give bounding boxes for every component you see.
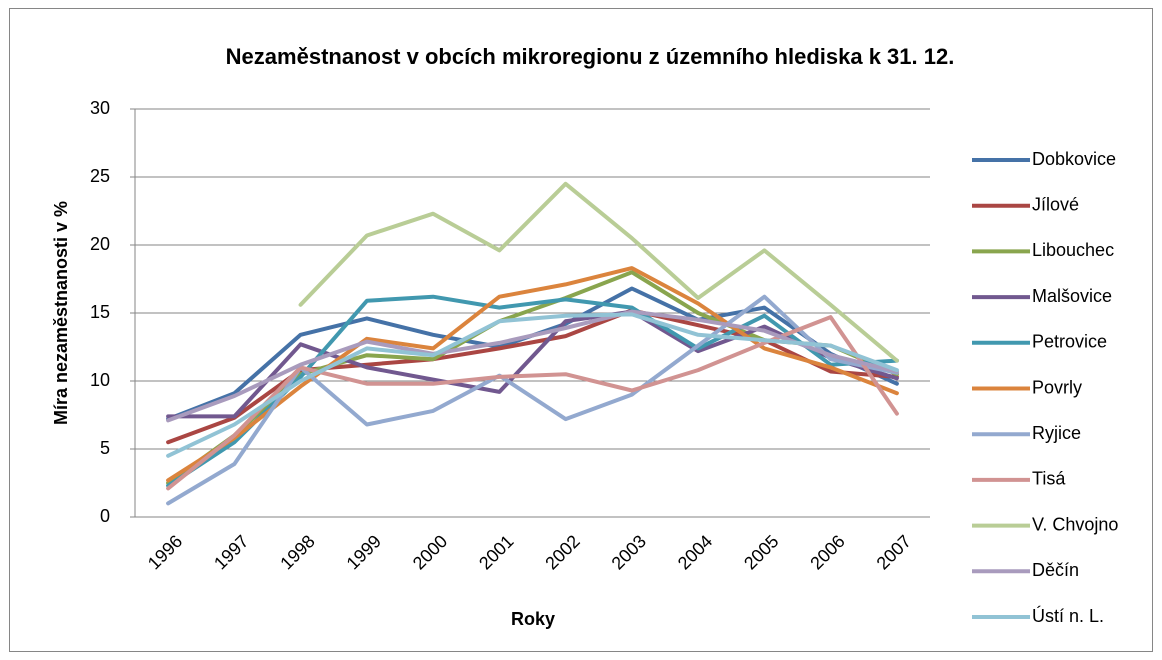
- series-line: [298, 181, 899, 363]
- legend-label: Dobkovice: [1032, 149, 1116, 169]
- legend-label: Libouchec: [1032, 240, 1114, 260]
- y-axis-label: Míra nezaměstnanosti v %: [51, 201, 71, 425]
- legend-label: Ryjice: [1032, 423, 1081, 443]
- y-tick-label: 25: [90, 166, 110, 186]
- series-line: [166, 294, 899, 506]
- x-axis-label: Roky: [511, 609, 555, 629]
- series-line: [166, 266, 899, 483]
- legend-label: Tisá: [1032, 469, 1066, 489]
- legend-label: Malšovice: [1032, 286, 1112, 306]
- series-line: [166, 315, 899, 491]
- legend-label: Petrovice: [1032, 332, 1107, 352]
- y-tick-label: 30: [90, 98, 110, 118]
- legend-label: Děčín: [1032, 560, 1079, 580]
- y-tick-label: 20: [90, 234, 110, 254]
- legend-label: Povrly: [1032, 377, 1082, 397]
- chart-title: Nezaměstnanost v obcích mikroregionu z ú…: [226, 44, 955, 69]
- y-tick-label: 0: [100, 506, 110, 526]
- y-tick-label: 15: [90, 302, 110, 322]
- series-line: [166, 309, 899, 419]
- series-line: [166, 312, 899, 458]
- legend-label: Jílové: [1032, 194, 1079, 214]
- series-line: [166, 309, 899, 423]
- legend-label: V. Chvojno: [1032, 514, 1118, 534]
- y-tick-label: 10: [90, 370, 110, 390]
- legend-label: Ústí n. L.: [1032, 605, 1104, 626]
- y-tick-label: 5: [100, 438, 110, 458]
